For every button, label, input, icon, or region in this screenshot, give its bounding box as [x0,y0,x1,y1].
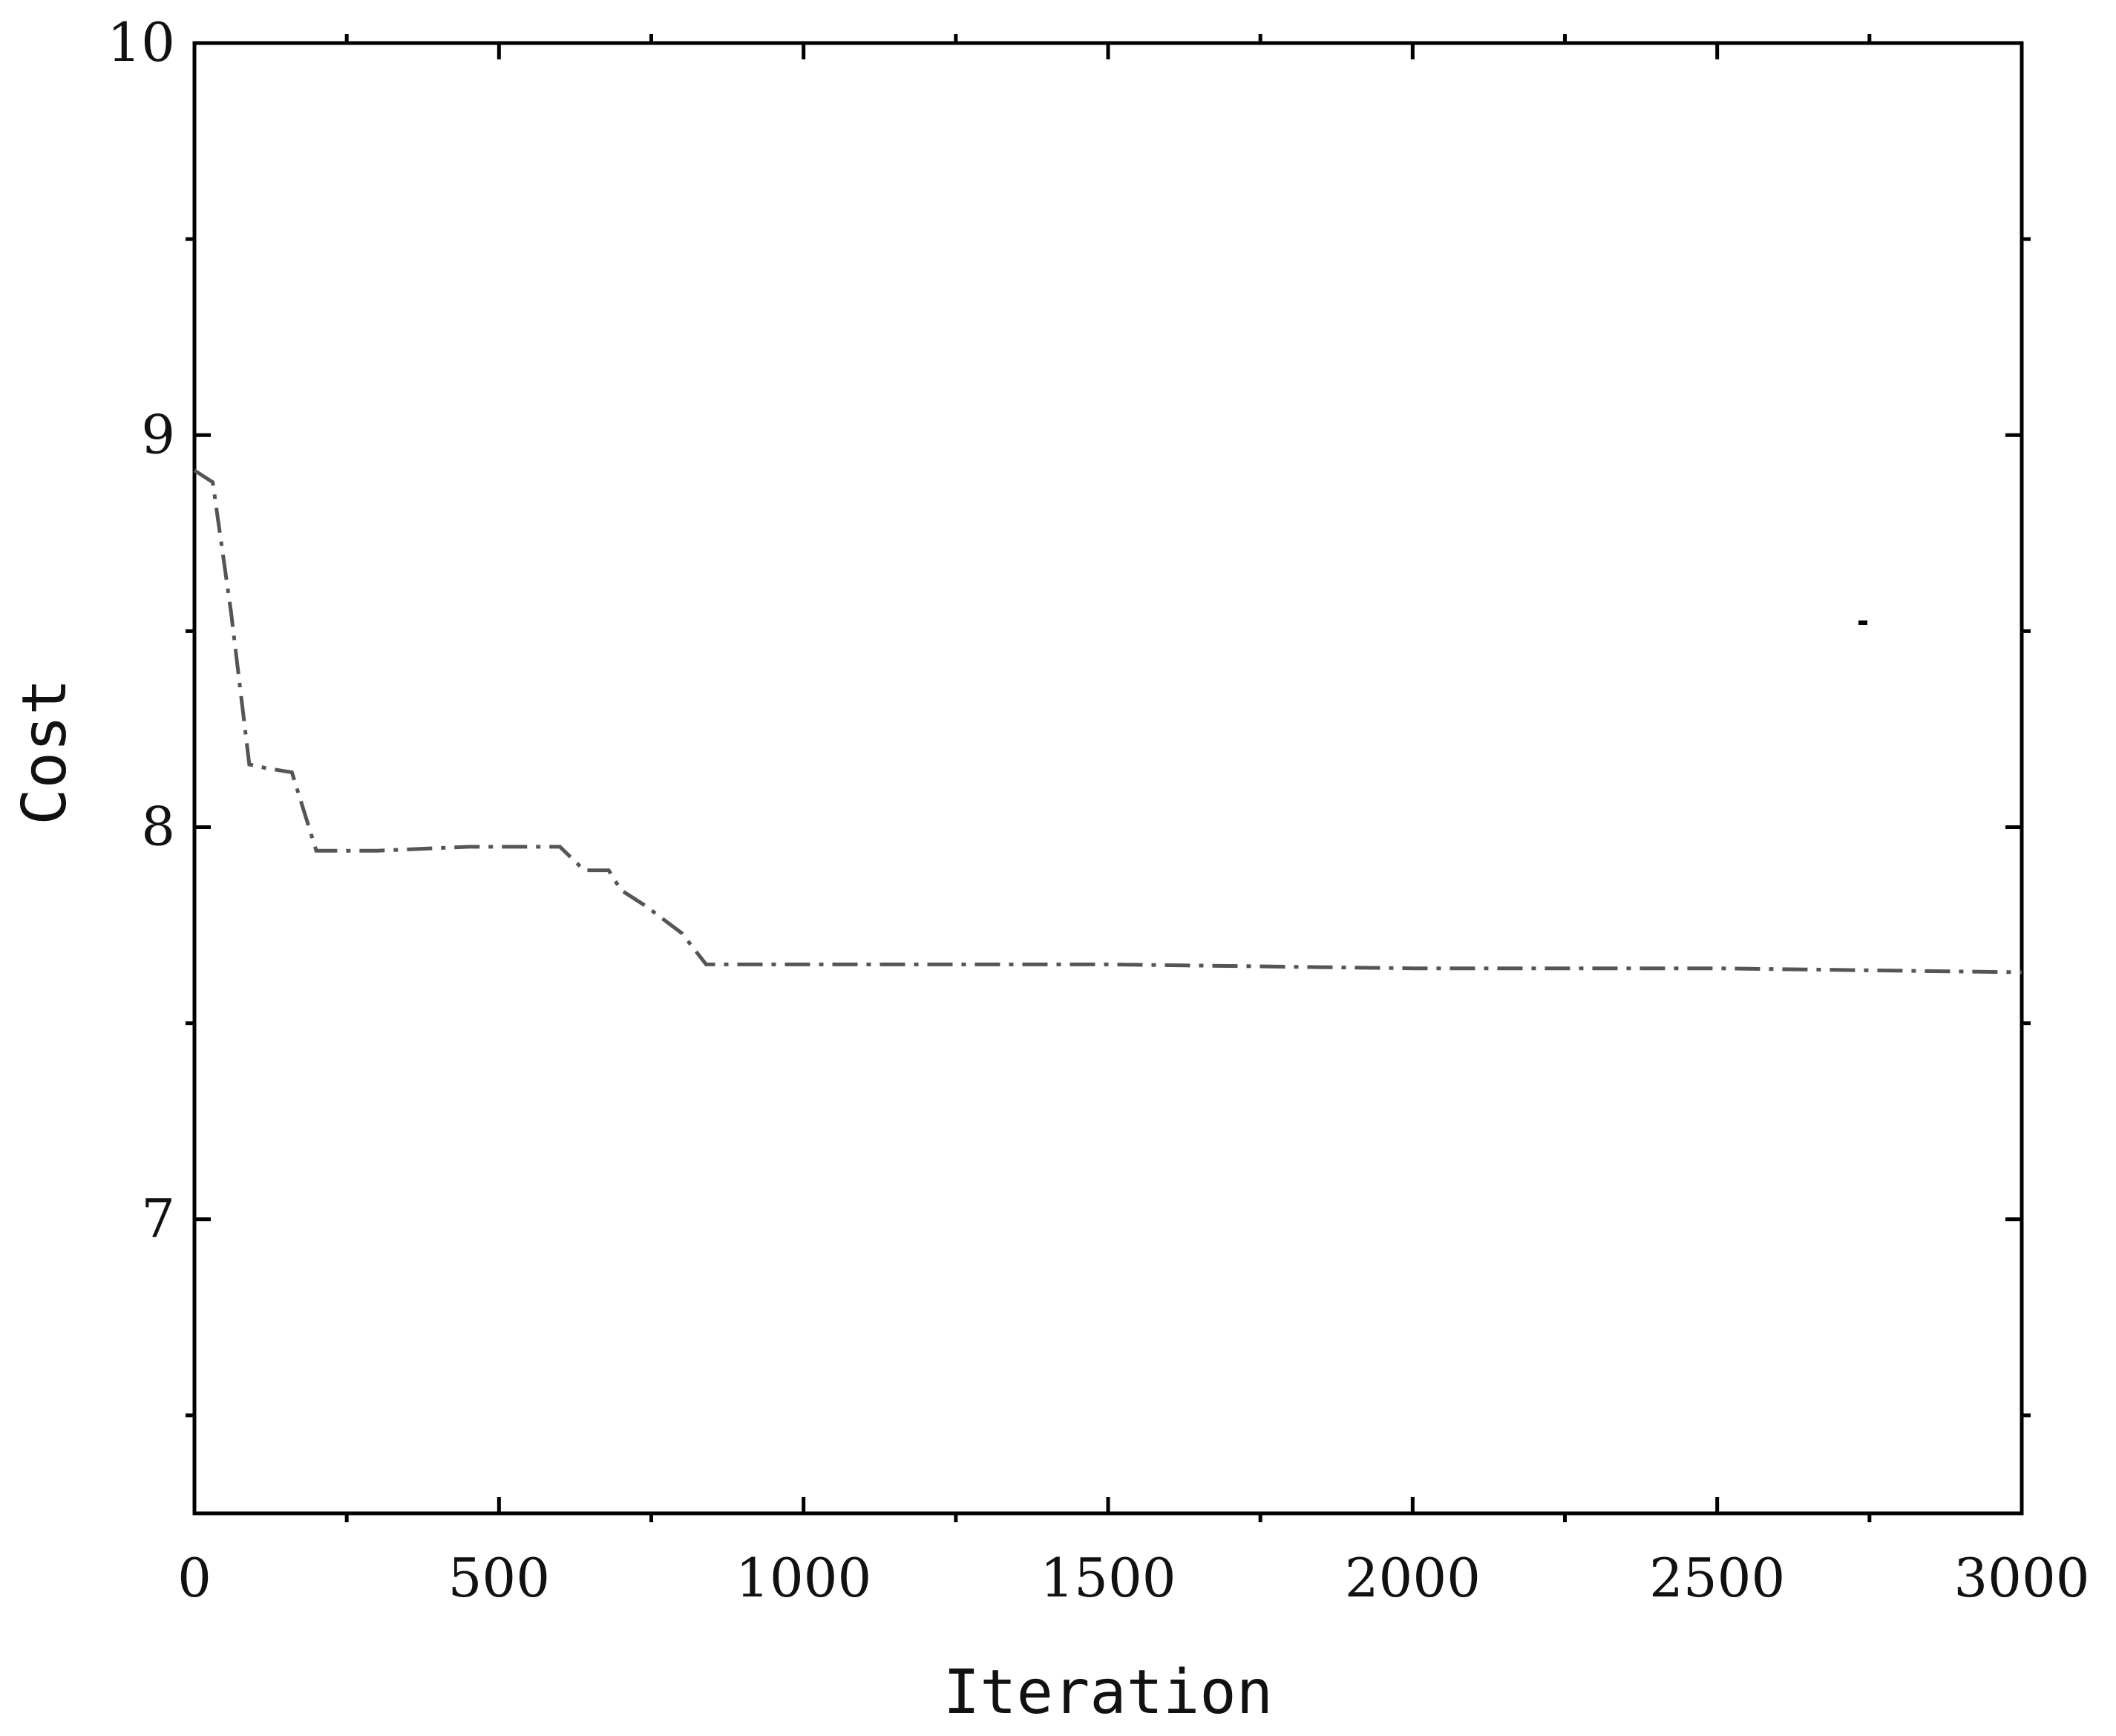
x-tick-label: 1000 [736,1547,871,1609]
plot-frame [192,41,2024,1516]
x-tick-label: 3000 [1953,1547,2089,1609]
x-tick-label: 2000 [1345,1547,1481,1609]
series-group [193,468,2022,975]
axis-ticks [186,34,2031,1522]
x-axis-title: Iteration [943,1657,1273,1728]
x-tick-label: 500 [448,1547,550,1609]
y-tick-label: 8 [141,796,175,858]
y-tick-label: 10 [107,11,175,73]
x-tick-label: 0 [177,1547,212,1609]
x-tick-label: 1500 [1040,1547,1176,1609]
stray-mark [1858,620,1867,625]
cost-series-line [193,468,2022,975]
y-tick-label: 9 [141,403,175,465]
y-tick-label: 7 [141,1188,175,1250]
y-axis-title: Cost [10,678,80,825]
x-tick-label: 2500 [1649,1547,1785,1609]
axis-tick-labels: 0 500 1000 1500 2000 2500 3000 7 8 9 10 [107,11,2089,1609]
